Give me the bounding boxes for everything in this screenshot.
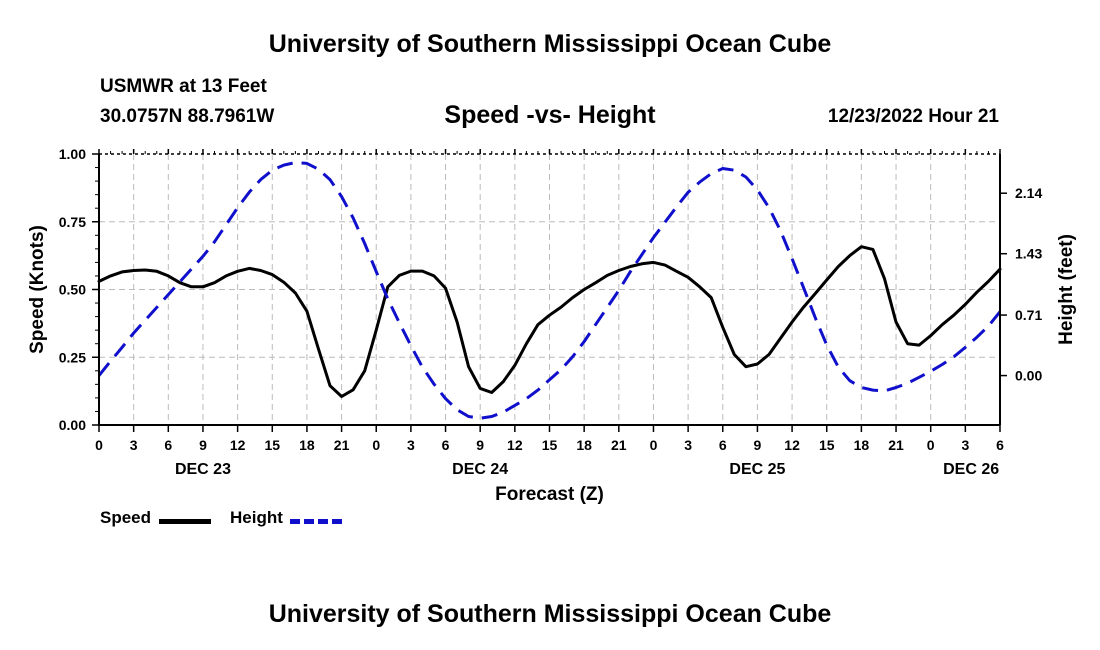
x-tick-label: 0	[372, 437, 380, 453]
y-right-tick-label: 1.43	[1015, 246, 1042, 262]
x-tick-label: 18	[854, 437, 870, 453]
series-layer	[97, 161, 1002, 420]
x-tick-label: 0	[95, 437, 103, 453]
x-tick-label: 15	[264, 437, 280, 453]
x-tick-label: 6	[719, 437, 727, 453]
y-left-tick-label: 0.00	[59, 417, 86, 433]
station-label: USMWR at 13 Feet	[100, 76, 267, 97]
series-line-speed	[97, 245, 1002, 398]
y-left-tick-label: 0.75	[59, 214, 86, 230]
date-label: DEC 24	[452, 461, 508, 478]
x-tick-label: 18	[299, 437, 315, 453]
y-left-axis-title: Speed (Knots)	[27, 225, 48, 354]
footer-title: University of Southern Mississippi Ocean…	[268, 600, 832, 628]
x-tick-label: 21	[334, 437, 350, 453]
y-left-tick-label: 0.50	[59, 282, 86, 298]
x-tick-label: 18	[576, 437, 592, 453]
x-tick-label: 12	[230, 437, 246, 453]
date-label: DEC 23	[175, 461, 231, 478]
x-tick-label: 21	[611, 437, 627, 453]
forecast-datetime: 12/23/2022 Hour 21	[827, 106, 999, 127]
x-tick-label: 6	[442, 437, 450, 453]
x-tick-label: 9	[754, 437, 762, 453]
x-tick-label: 3	[961, 437, 969, 453]
x-tick-label: 15	[542, 437, 558, 453]
y-left-tick-label: 0.25	[59, 349, 86, 365]
date-label: DEC 26	[943, 461, 999, 478]
y-right-tick-label: 0.71	[1015, 307, 1042, 323]
x-tick-label: 9	[476, 437, 484, 453]
series-line-height	[97, 161, 1002, 420]
x-tick-label: 6	[996, 437, 1004, 453]
x-tick-label: 0	[650, 437, 658, 453]
x-tick-label: 15	[819, 437, 835, 453]
x-tick-label: 3	[407, 437, 415, 453]
chart-subtitle: Speed -vs- Height	[444, 101, 656, 129]
tick-layer: 0 3 6 9 12 15 18 21 0 3 6 9 12 15 18 21 0 3 6 9 12 15 18 21 0 3 6 0…	[27, 146, 1077, 505]
x-tick-label: 6	[164, 437, 172, 453]
x-tick-label: 21	[888, 437, 904, 453]
x-tick-label: 9	[199, 437, 207, 453]
x-axis-title: Forecast (Z)	[495, 484, 604, 505]
x-tick-label: 3	[684, 437, 692, 453]
x-tick-label: 3	[130, 437, 138, 453]
y-right-tick-label: 2.14	[1015, 185, 1042, 201]
x-tick-label: 12	[507, 437, 523, 453]
y-right-axis-title: Height (feet)	[1056, 234, 1077, 345]
date-label: DEC 25	[729, 461, 785, 478]
grid-layer	[99, 154, 1000, 425]
page-title: University of Southern Mississippi Ocean…	[268, 30, 832, 58]
legend-height-swatch	[290, 519, 342, 524]
y-right-tick-label: 0.00	[1015, 368, 1042, 384]
y-left-tick-label: 1.00	[59, 146, 86, 162]
legend-speed-swatch	[159, 519, 211, 524]
legend-speed-label: Speed	[100, 508, 152, 527]
x-tick-label: 12	[784, 437, 800, 453]
station-coordinates: 30.0757N 88.7961W	[100, 106, 275, 127]
x-tick-label: 0	[927, 437, 935, 453]
legend-height-label: Height	[230, 508, 283, 527]
